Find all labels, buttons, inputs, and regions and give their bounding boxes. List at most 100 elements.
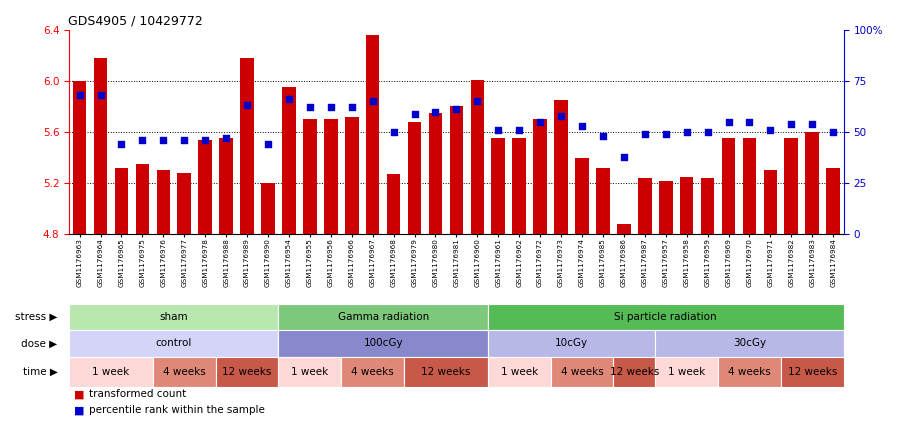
Text: GDS4905 / 10429772: GDS4905 / 10429772 <box>68 14 203 27</box>
Bar <box>153 357 216 387</box>
Bar <box>278 304 488 330</box>
Point <box>261 141 276 148</box>
Point <box>658 131 673 137</box>
Bar <box>533 119 547 234</box>
Point <box>281 96 296 103</box>
Point <box>826 129 841 135</box>
Text: Gamma radiation: Gamma radiation <box>337 312 429 322</box>
Bar <box>366 35 380 234</box>
Bar <box>617 224 631 234</box>
Bar <box>763 170 777 234</box>
Bar <box>488 357 550 387</box>
Bar <box>282 87 296 234</box>
Bar <box>387 174 400 234</box>
Bar <box>219 138 233 234</box>
Bar <box>470 80 484 234</box>
Point <box>386 129 401 135</box>
Bar <box>680 177 693 234</box>
Point <box>680 129 694 135</box>
Bar <box>73 81 87 234</box>
Point <box>219 135 233 142</box>
Point <box>596 133 610 140</box>
Text: dose ▶: dose ▶ <box>21 338 57 349</box>
Bar <box>94 58 107 234</box>
Bar <box>701 178 715 234</box>
Bar <box>554 100 568 234</box>
Text: 1 week: 1 week <box>92 367 130 377</box>
Bar <box>491 138 505 234</box>
Text: 12 weeks: 12 weeks <box>222 367 272 377</box>
Point <box>135 137 149 143</box>
Text: 100cGy: 100cGy <box>363 338 403 349</box>
Bar <box>826 168 840 234</box>
Point <box>617 153 632 160</box>
Point <box>700 129 715 135</box>
Bar <box>303 119 316 234</box>
Point <box>302 104 317 111</box>
Text: 12 weeks: 12 weeks <box>787 367 837 377</box>
Bar <box>241 58 254 234</box>
Point <box>365 98 380 104</box>
Text: ■: ■ <box>74 389 84 399</box>
Bar <box>198 140 212 234</box>
Text: 4 weeks: 4 weeks <box>351 367 394 377</box>
Point <box>156 137 171 143</box>
Bar <box>69 304 278 330</box>
Point <box>763 126 778 133</box>
Text: 4 weeks: 4 weeks <box>561 367 603 377</box>
Point <box>93 92 108 99</box>
Bar <box>550 357 613 387</box>
Bar <box>345 117 359 234</box>
Bar <box>806 132 819 234</box>
Point <box>408 110 422 117</box>
Bar <box>278 330 488 357</box>
Text: sham: sham <box>160 312 188 322</box>
Bar <box>157 170 171 234</box>
Point <box>574 122 589 129</box>
Bar <box>575 157 589 234</box>
Bar <box>488 304 844 330</box>
Text: percentile rank within the sample: percentile rank within the sample <box>89 405 266 415</box>
Text: 1 week: 1 week <box>668 367 705 377</box>
Text: ■: ■ <box>74 405 84 415</box>
Point <box>533 118 548 125</box>
Bar <box>69 330 278 357</box>
Point <box>324 104 338 111</box>
Point <box>344 104 359 111</box>
Point <box>240 102 254 109</box>
Bar <box>659 181 672 234</box>
Text: 12 weeks: 12 weeks <box>609 367 659 377</box>
Point <box>428 108 443 115</box>
Point <box>721 118 736 125</box>
Bar <box>718 357 781 387</box>
Point <box>470 98 485 104</box>
Bar <box>114 168 128 234</box>
Bar <box>597 168 609 234</box>
Text: 10cGy: 10cGy <box>555 338 588 349</box>
Text: 4 weeks: 4 weeks <box>728 367 771 377</box>
Bar <box>613 357 656 387</box>
Text: 1 week: 1 week <box>291 367 328 377</box>
Bar <box>488 330 656 357</box>
Text: 1 week: 1 week <box>501 367 538 377</box>
Text: control: control <box>156 338 192 349</box>
Point <box>491 126 505 133</box>
Bar <box>177 173 191 234</box>
Bar <box>638 178 652 234</box>
Point <box>177 137 192 143</box>
Bar <box>69 357 153 387</box>
Point <box>637 131 652 137</box>
Text: time ▶: time ▶ <box>23 367 57 377</box>
Bar <box>429 113 443 234</box>
Point <box>554 112 569 119</box>
Text: transformed count: transformed count <box>89 389 186 399</box>
Bar <box>781 357 844 387</box>
Bar <box>656 357 718 387</box>
Bar <box>722 138 736 234</box>
Point <box>512 126 526 133</box>
Text: 30cGy: 30cGy <box>733 338 766 349</box>
Point <box>114 141 129 148</box>
Point <box>449 106 464 113</box>
Point <box>198 137 213 143</box>
Bar <box>261 183 275 234</box>
